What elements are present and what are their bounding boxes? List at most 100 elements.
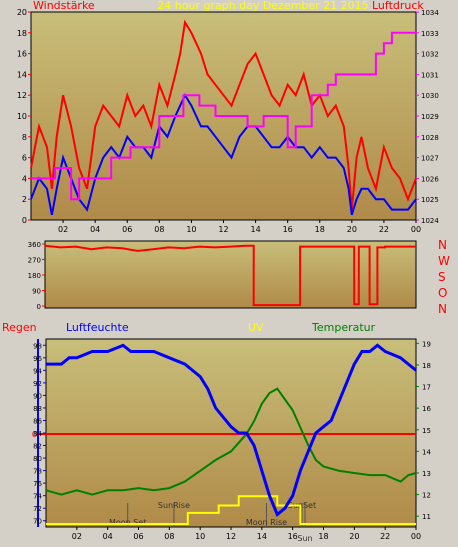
pressure-axis-label: Luftdruck — [372, 0, 424, 12]
x-tick-label: 16 — [288, 532, 298, 541]
direction-compass-label: W — [438, 254, 450, 268]
event-label: Sun — [297, 534, 312, 543]
wind-axis-label: Windstärke — [33, 0, 95, 12]
humidity-y-tick-label: 94 — [33, 367, 42, 375]
wind-y-tick-label: 4 — [22, 174, 27, 183]
x-tick-label: 02 — [58, 225, 68, 234]
event-label: Moon Rise — [246, 518, 287, 527]
wind-y-tick-label: 2 — [22, 195, 27, 204]
temperature-line — [45, 387, 417, 496]
wind-y-tick-label: 18 — [17, 29, 27, 38]
x-tick-label: 12 — [226, 532, 236, 541]
temperature-y-tick-label: 14 — [422, 448, 431, 456]
humidity-y-tick-label: 84 — [33, 430, 42, 438]
event-label: SunRise — [158, 501, 190, 510]
wind-y-tick-label: 12 — [17, 91, 27, 100]
x-tick-label: 14 — [250, 225, 260, 234]
pressure-y-tick-label: 1024 — [421, 217, 439, 225]
x-tick-label: 20 — [349, 532, 359, 541]
wind-y-tick-label: 14 — [17, 70, 27, 79]
pressure-y-tick-label: 1034 — [421, 9, 439, 17]
x-tick-label: 22 — [379, 225, 389, 234]
temperature-y-tick-label: 13 — [422, 470, 431, 478]
chart-title: 24 hour graph day Dezember 21 2015 — [157, 0, 368, 12]
x-tick-label: 06 — [122, 225, 132, 234]
x-tick-label: 10 — [195, 532, 205, 541]
pressure-y-tick-label: 1032 — [421, 51, 439, 59]
humidity-y-tick-label: 82 — [33, 443, 42, 451]
direction-y-tick-label: 0 — [37, 303, 41, 311]
x-tick-label: 18 — [315, 225, 325, 234]
humidity-y-tick-label: 80 — [33, 455, 42, 463]
humidity-axis-label: Luftfeuchte — [66, 321, 129, 334]
pressure-y-tick-label: 1025 — [421, 196, 439, 204]
humidity-y-tick-label: 96 — [33, 355, 42, 363]
uv-line — [46, 495, 416, 525]
direction-compass-label: S — [438, 270, 446, 284]
temperature-y-tick-label: 19 — [422, 340, 431, 348]
pressure-y-tick-label: 1030 — [421, 92, 439, 100]
direction-y-tick-label: 90 — [32, 288, 41, 296]
x-tick-label: 18 — [318, 532, 328, 541]
direction-compass-label: N — [438, 302, 447, 316]
humidity-y-tick-label: 78 — [33, 468, 42, 476]
humidity-y-tick-label: 98 — [33, 342, 42, 350]
temperature-y-tick-label: 12 — [422, 492, 431, 500]
x-tick-label: 06 — [133, 532, 143, 541]
temperature-y-tick-label: 16 — [422, 405, 431, 413]
x-tick-label: 16 — [283, 225, 293, 234]
event-label: Moon Set — [109, 518, 146, 527]
pressure-y-tick-label: 1029 — [421, 113, 439, 121]
direction-y-tick-label: 360 — [28, 241, 41, 249]
humidity-y-tick-label: 86 — [33, 417, 42, 425]
humidity-y-tick-label: 76 — [33, 480, 42, 488]
wind-average-line — [30, 93, 417, 216]
uv-axis-label: UV — [248, 321, 264, 334]
x-tick-label: 20 — [347, 225, 357, 234]
temperature-y-tick-label: 18 — [422, 362, 431, 370]
humidity-y-tick-label: 92 — [33, 380, 42, 388]
temperature-y-tick-label: 15 — [422, 427, 431, 435]
event-label: SunSet — [288, 501, 316, 510]
rain-axis-label: Regen — [2, 321, 37, 334]
wind-y-tick-label: 0 — [22, 216, 27, 225]
wind-gust-line — [30, 19, 417, 210]
wind-y-tick-label: 6 — [22, 154, 27, 163]
x-tick-label: 00 — [411, 532, 421, 541]
wind-y-tick-label: 8 — [22, 133, 27, 142]
x-tick-label: 08 — [154, 225, 164, 234]
x-tick-label: 10 — [186, 225, 196, 234]
temperature-y-tick-label: 17 — [422, 384, 431, 392]
humidity-y-tick-label: 90 — [33, 392, 42, 400]
x-tick-label: 08 — [164, 532, 174, 541]
x-tick-label: 22 — [380, 532, 390, 541]
direction-compass-label: O — [438, 286, 447, 300]
pressure-y-tick-label: 1028 — [421, 134, 439, 142]
humidity-y-tick-label: 88 — [33, 405, 42, 413]
temperature-y-tick-label: 11 — [422, 513, 431, 521]
rain-tick-label: 0 — [32, 430, 37, 439]
wind-y-tick-label: 16 — [17, 50, 27, 59]
x-tick-label: 00 — [411, 225, 421, 234]
direction-y-tick-label: 180 — [28, 272, 41, 280]
pressure-line — [31, 31, 416, 201]
direction-plot-area — [44, 240, 417, 309]
x-tick-label: 12 — [218, 225, 228, 234]
pressure-y-tick-label: 1026 — [421, 175, 439, 183]
x-tick-label: 04 — [90, 225, 100, 234]
pressure-y-tick-label: 1031 — [421, 71, 439, 79]
x-tick-label: 02 — [72, 532, 82, 541]
wind-direction-line — [44, 244, 416, 307]
humidity-y-tick-label: 70 — [33, 518, 42, 526]
x-tick-label: 14 — [257, 532, 267, 541]
humidity-line — [46, 343, 417, 517]
direction-y-tick-label: 270 — [28, 257, 41, 265]
pressure-y-tick-label: 1033 — [421, 30, 439, 38]
humidity-y-tick-label: 72 — [33, 505, 42, 513]
direction-compass-label: N — [438, 238, 447, 252]
temperature-axis-label: Temperatur — [311, 321, 376, 334]
wind-y-tick-label: 20 — [17, 8, 27, 17]
